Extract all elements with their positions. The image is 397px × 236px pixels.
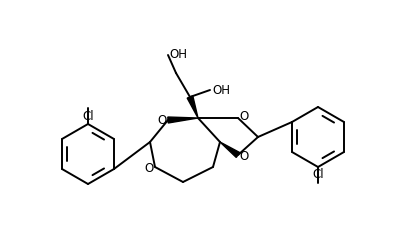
Polygon shape: [187, 96, 198, 118]
Polygon shape: [168, 117, 198, 123]
Text: OH: OH: [169, 47, 187, 60]
Text: O: O: [239, 110, 249, 123]
Polygon shape: [220, 142, 240, 157]
Text: O: O: [157, 114, 167, 126]
Text: O: O: [239, 149, 249, 163]
Text: Cl: Cl: [312, 169, 324, 181]
Text: O: O: [145, 161, 154, 174]
Text: OH: OH: [212, 84, 230, 97]
Text: Cl: Cl: [82, 110, 94, 122]
